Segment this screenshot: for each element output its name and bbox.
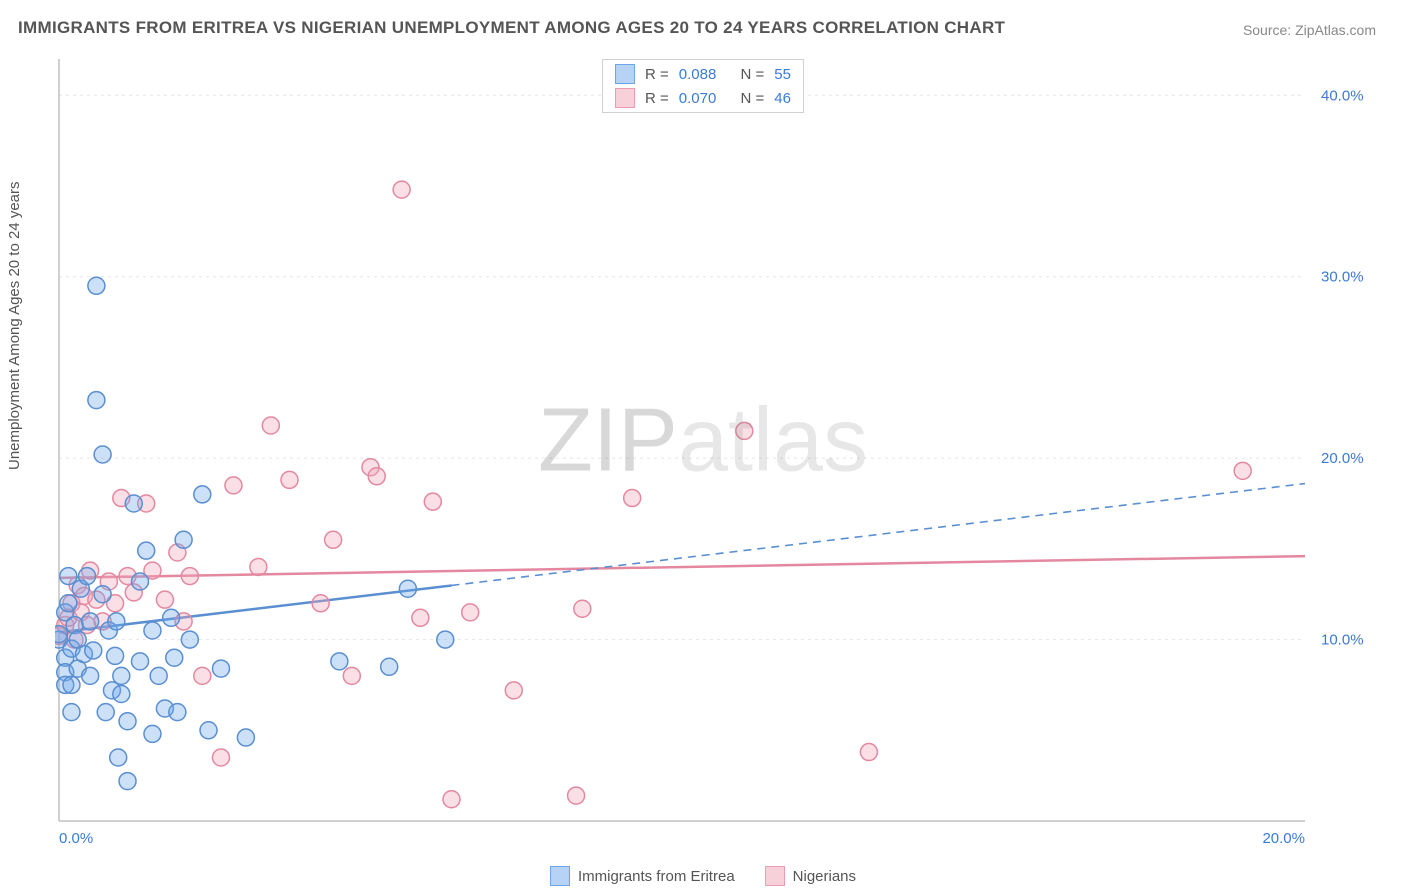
svg-text:30.0%: 30.0%: [1321, 269, 1364, 286]
chart-title: IMMIGRANTS FROM ERITREA VS NIGERIAN UNEM…: [18, 18, 1005, 38]
n-value: 46: [774, 90, 791, 107]
r-label: R =: [645, 90, 669, 107]
swatch-icon: [765, 866, 785, 886]
svg-text:20.0%: 20.0%: [1321, 450, 1364, 467]
series-legend-item: Immigrants from Eritrea: [550, 866, 735, 886]
source-label: Source:: [1243, 22, 1291, 38]
svg-text:10.0%: 10.0%: [1321, 632, 1364, 649]
swatch-icon: [615, 64, 635, 84]
svg-text:0.0%: 0.0%: [59, 830, 93, 845]
r-value: 0.088: [679, 66, 717, 83]
correlation-legend-row: R = 0.088 N = 55: [603, 62, 803, 86]
series-label: Nigerians: [793, 868, 856, 885]
svg-text:40.0%: 40.0%: [1321, 87, 1364, 104]
svg-text:20.0%: 20.0%: [1262, 830, 1305, 845]
scatter-chart: 10.0% 20.0% 30.0% 40.0% 0.0% 20.0%: [55, 55, 1385, 845]
correlation-legend-row: R = 0.070 N = 46: [603, 86, 803, 110]
plot-area: 10.0% 20.0% 30.0% 40.0% 0.0% 20.0%: [55, 55, 1385, 845]
series-legend-item: Nigerians: [765, 866, 856, 886]
series-label: Immigrants from Eritrea: [578, 868, 735, 885]
r-label: R =: [645, 66, 669, 83]
swatch-icon: [615, 88, 635, 108]
n-label: N =: [741, 90, 765, 107]
r-value: 0.070: [679, 90, 717, 107]
correlation-legend: R = 0.088 N = 55 R = 0.070 N = 46: [602, 59, 804, 113]
n-label: N =: [741, 66, 765, 83]
n-value: 55: [774, 66, 791, 83]
series-legend: Immigrants from Eritrea Nigerians: [550, 866, 856, 886]
source-name: ZipAtlas.com: [1295, 22, 1376, 38]
swatch-icon: [550, 866, 570, 886]
source-attribution: Source: ZipAtlas.com: [1243, 22, 1376, 38]
y-axis-label: Unemployment Among Ages 20 to 24 years: [6, 181, 23, 470]
